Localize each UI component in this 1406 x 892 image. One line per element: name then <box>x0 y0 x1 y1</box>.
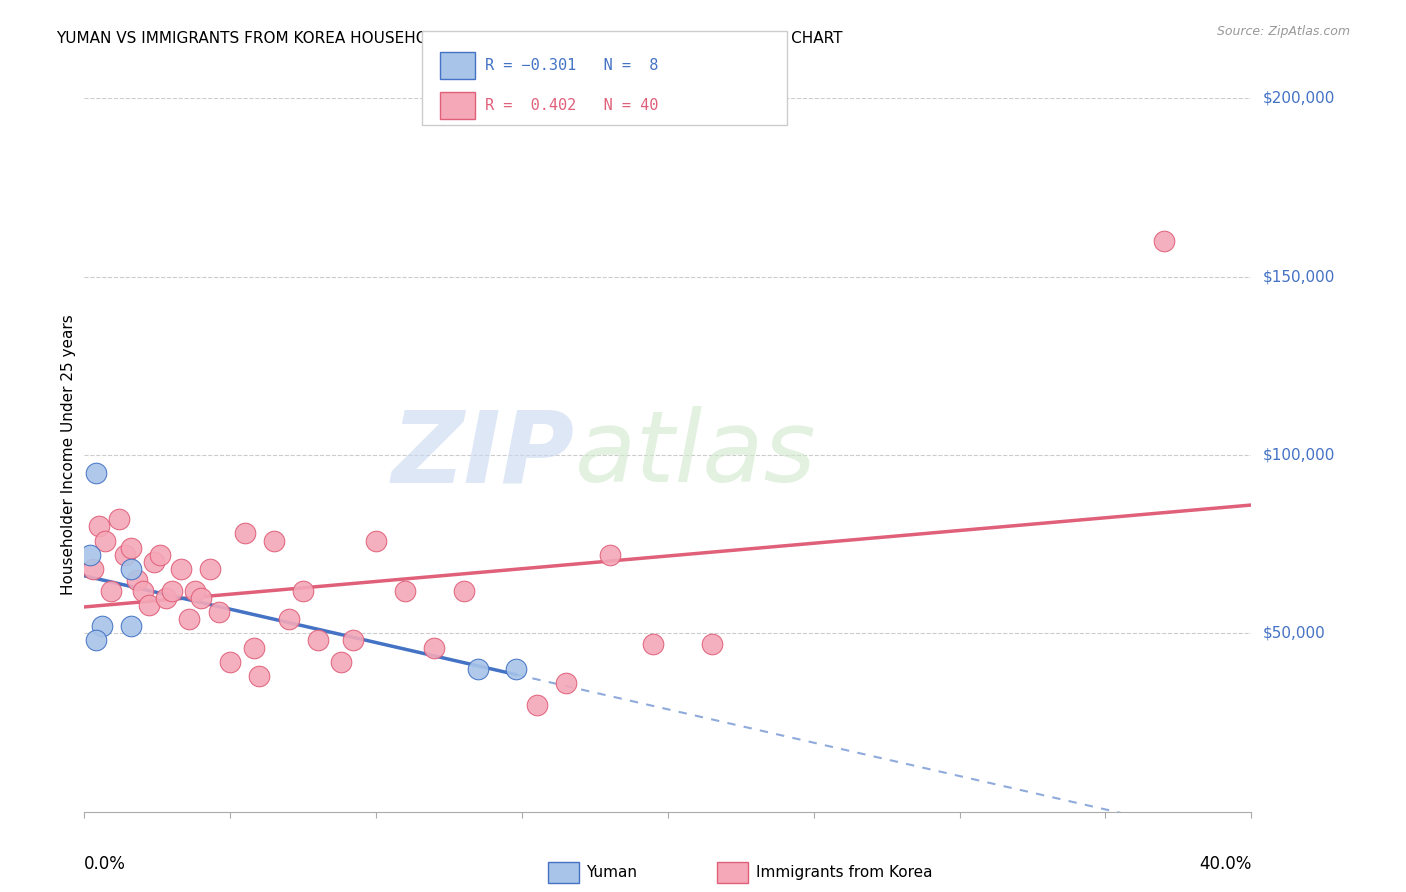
Point <box>242 640 264 655</box>
Point <box>149 548 172 562</box>
Point <box>120 619 142 633</box>
Point <box>84 633 107 648</box>
Point <box>207 605 229 619</box>
Text: $50,000: $50,000 <box>1263 626 1326 640</box>
Point <box>277 612 299 626</box>
Text: YUMAN VS IMMIGRANTS FROM KOREA HOUSEHOLDER INCOME UNDER 25 YEARS CORRELATION CHA: YUMAN VS IMMIGRANTS FROM KOREA HOUSEHOLD… <box>56 31 842 46</box>
Text: R = −0.301   N =  8: R = −0.301 N = 8 <box>485 58 658 73</box>
Text: Yuman: Yuman <box>586 865 637 880</box>
Point <box>292 583 315 598</box>
Point <box>184 583 207 598</box>
Point <box>219 655 242 669</box>
Text: Source: ZipAtlas.com: Source: ZipAtlas.com <box>1216 25 1350 38</box>
Text: 40.0%: 40.0% <box>1199 855 1251 872</box>
Text: Immigrants from Korea: Immigrants from Korea <box>756 865 934 880</box>
Text: ZIP: ZIP <box>391 407 575 503</box>
Point <box>599 548 621 562</box>
Point <box>505 662 527 676</box>
Point <box>342 633 364 648</box>
Point <box>1153 234 1175 248</box>
Point <box>366 533 388 548</box>
Point <box>169 562 191 576</box>
Text: 0.0%: 0.0% <box>84 855 127 872</box>
Point <box>94 533 117 548</box>
Point <box>84 466 107 480</box>
Point <box>307 633 329 648</box>
Text: $150,000: $150,000 <box>1263 269 1334 284</box>
Point <box>198 562 221 576</box>
Point <box>87 519 110 533</box>
Point <box>125 573 148 587</box>
Text: $200,000: $200,000 <box>1263 91 1334 105</box>
Point <box>554 676 576 690</box>
Point <box>453 583 475 598</box>
Point <box>143 555 166 569</box>
Point <box>114 548 136 562</box>
Point <box>330 655 353 669</box>
Point <box>100 583 122 598</box>
Point <box>82 562 104 576</box>
Text: R =  0.402   N = 40: R = 0.402 N = 40 <box>485 97 658 112</box>
Point <box>79 548 101 562</box>
Point <box>233 526 256 541</box>
Point <box>643 637 665 651</box>
Point <box>179 612 201 626</box>
Point <box>132 583 155 598</box>
Point <box>138 598 160 612</box>
Point <box>700 637 723 651</box>
Point <box>120 562 142 576</box>
Point <box>90 619 112 633</box>
Point <box>160 583 183 598</box>
Point <box>108 512 131 526</box>
Text: atlas: atlas <box>575 407 815 503</box>
Point <box>263 533 285 548</box>
Text: $100,000: $100,000 <box>1263 448 1334 462</box>
Point <box>526 698 548 712</box>
Point <box>190 591 212 605</box>
Y-axis label: Householder Income Under 25 years: Householder Income Under 25 years <box>60 315 76 595</box>
Point <box>155 591 177 605</box>
Point <box>247 669 270 683</box>
Point <box>423 640 446 655</box>
Point <box>394 583 416 598</box>
Point <box>467 662 489 676</box>
Point <box>120 541 142 555</box>
